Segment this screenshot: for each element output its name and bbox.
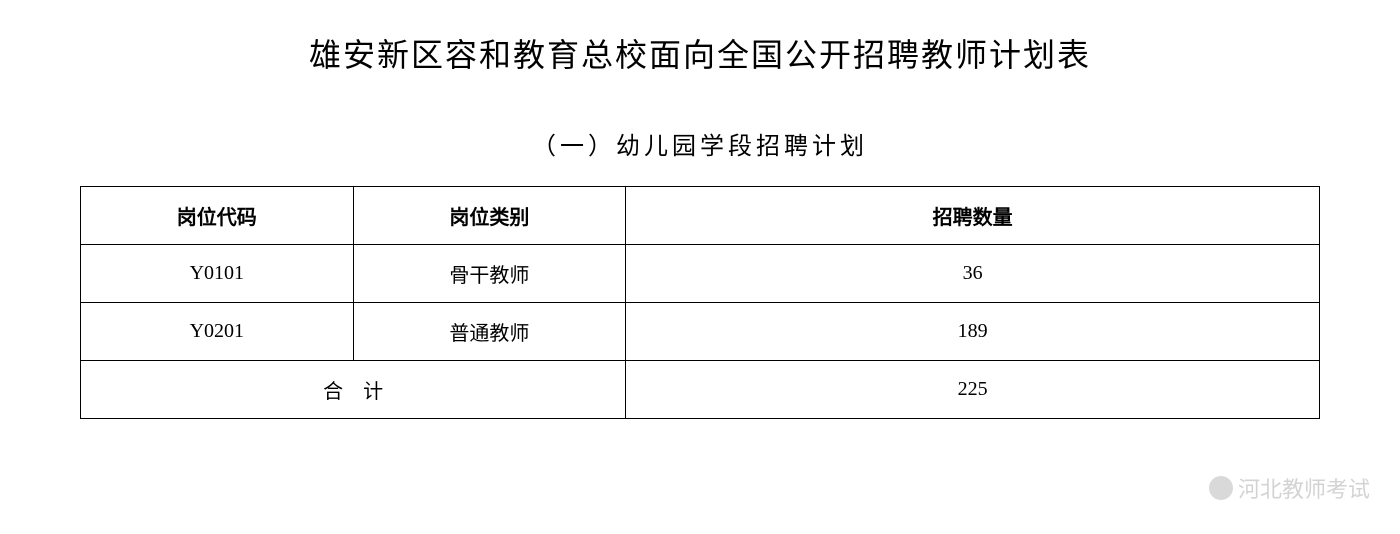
total-label: 合计 (81, 361, 626, 419)
table-header-row: 岗位代码 岗位类别 招聘数量 (81, 187, 1320, 245)
watermark: 河北教师考试 (1209, 472, 1370, 504)
recruitment-table: 岗位代码 岗位类别 招聘数量 Y0101 骨干教师 36 Y0201 普通教师 … (80, 186, 1320, 419)
cell-count: 36 (626, 245, 1320, 303)
watermark-text: 河北教师考试 (1238, 472, 1370, 504)
header-code: 岗位代码 (81, 187, 354, 245)
main-title: 雄安新区容和教育总校面向全国公开招聘教师计划表 (80, 30, 1320, 76)
cell-type: 普通教师 (353, 303, 626, 361)
cell-type: 骨干教师 (353, 245, 626, 303)
header-count: 招聘数量 (626, 187, 1320, 245)
total-value: 225 (626, 361, 1320, 419)
cell-code: Y0201 (81, 303, 354, 361)
table-row: Y0101 骨干教师 36 (81, 245, 1320, 303)
watermark-icon (1209, 476, 1233, 500)
table-row: Y0201 普通教师 189 (81, 303, 1320, 361)
table-total-row: 合计 225 (81, 361, 1320, 419)
header-type: 岗位类别 (353, 187, 626, 245)
cell-code: Y0101 (81, 245, 354, 303)
sub-title: （一）幼儿园学段招聘计划 (80, 126, 1320, 161)
cell-count: 189 (626, 303, 1320, 361)
